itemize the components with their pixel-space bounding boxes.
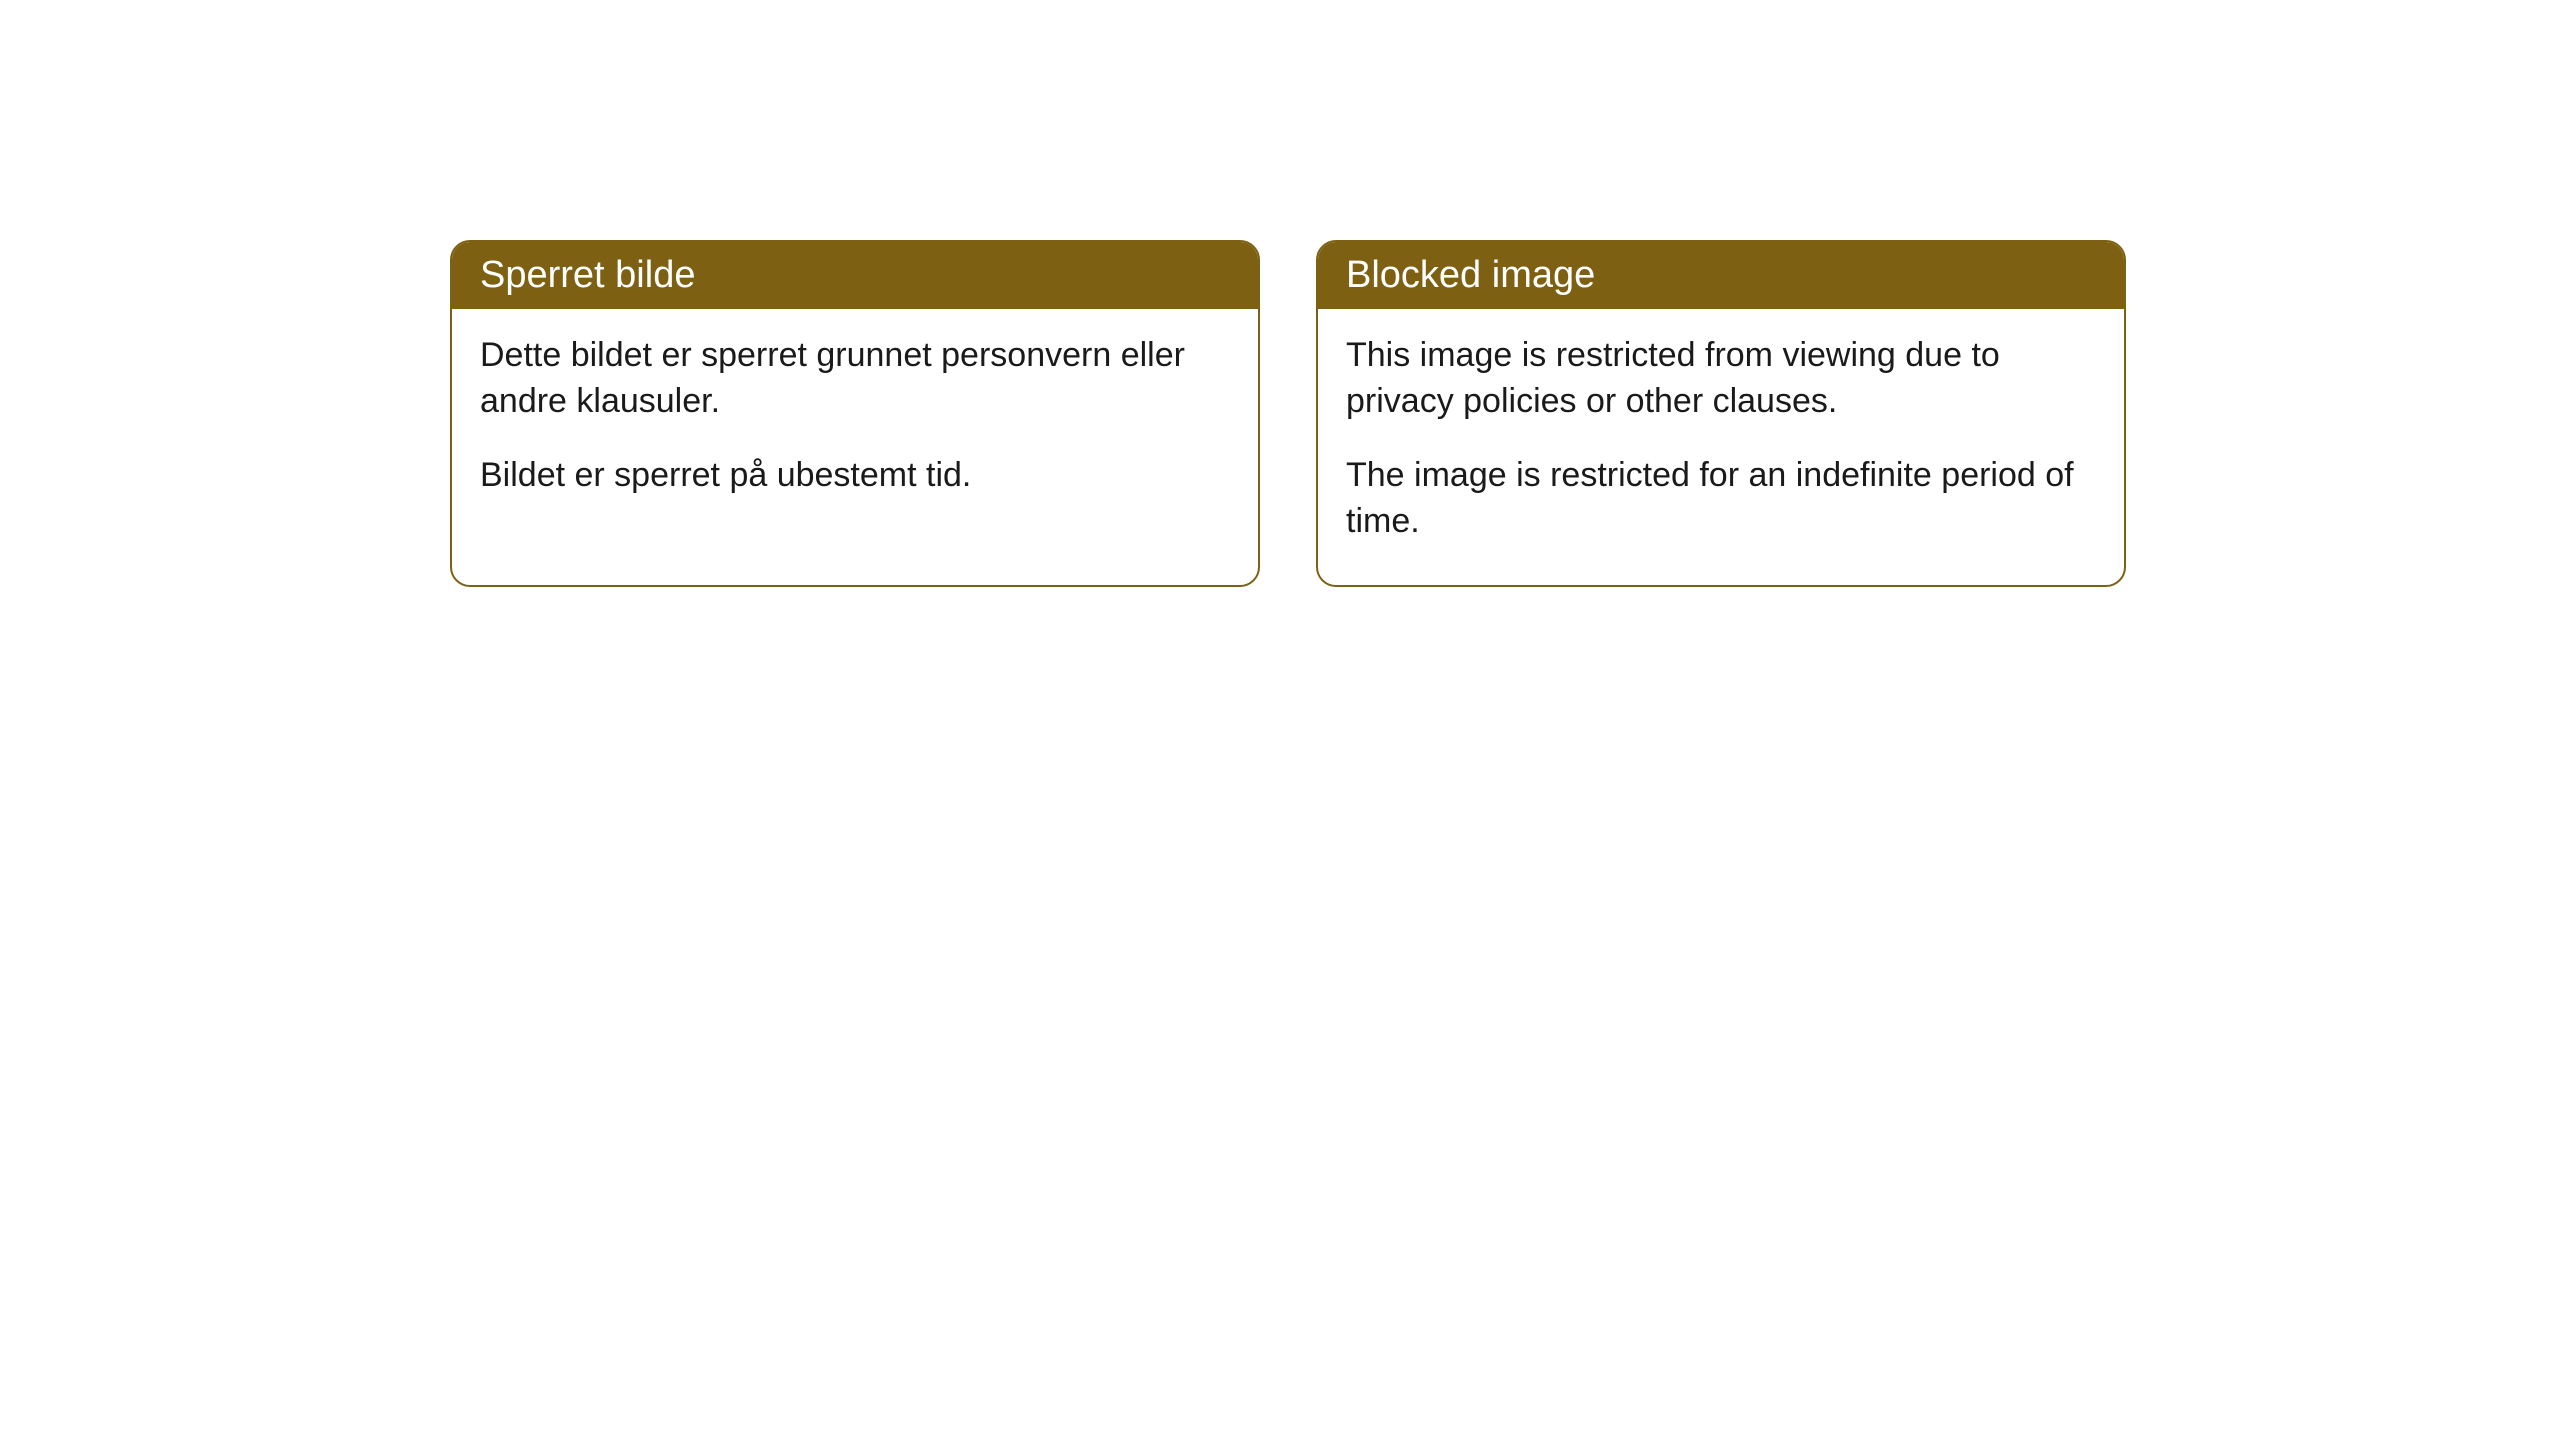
card-header: Blocked image [1318,242,2124,309]
card-paragraph: This image is restricted from viewing du… [1346,333,2096,425]
card-title: Sperret bilde [480,254,695,296]
card-body: Dette bildet er sperret grunnet personve… [452,309,1258,539]
notice-container: Sperret bilde Dette bildet er sperret gr… [450,240,2560,587]
card-body: This image is restricted from viewing du… [1318,309,2124,585]
blocked-image-card-english: Blocked image This image is restricted f… [1316,240,2126,587]
card-title: Blocked image [1346,254,1595,296]
card-paragraph: Bildet er sperret på ubestemt tid. [480,453,1230,499]
card-paragraph: Dette bildet er sperret grunnet personve… [480,333,1230,425]
card-paragraph: The image is restricted for an indefinit… [1346,453,2096,545]
card-header: Sperret bilde [452,242,1258,309]
blocked-image-card-norwegian: Sperret bilde Dette bildet er sperret gr… [450,240,1260,587]
